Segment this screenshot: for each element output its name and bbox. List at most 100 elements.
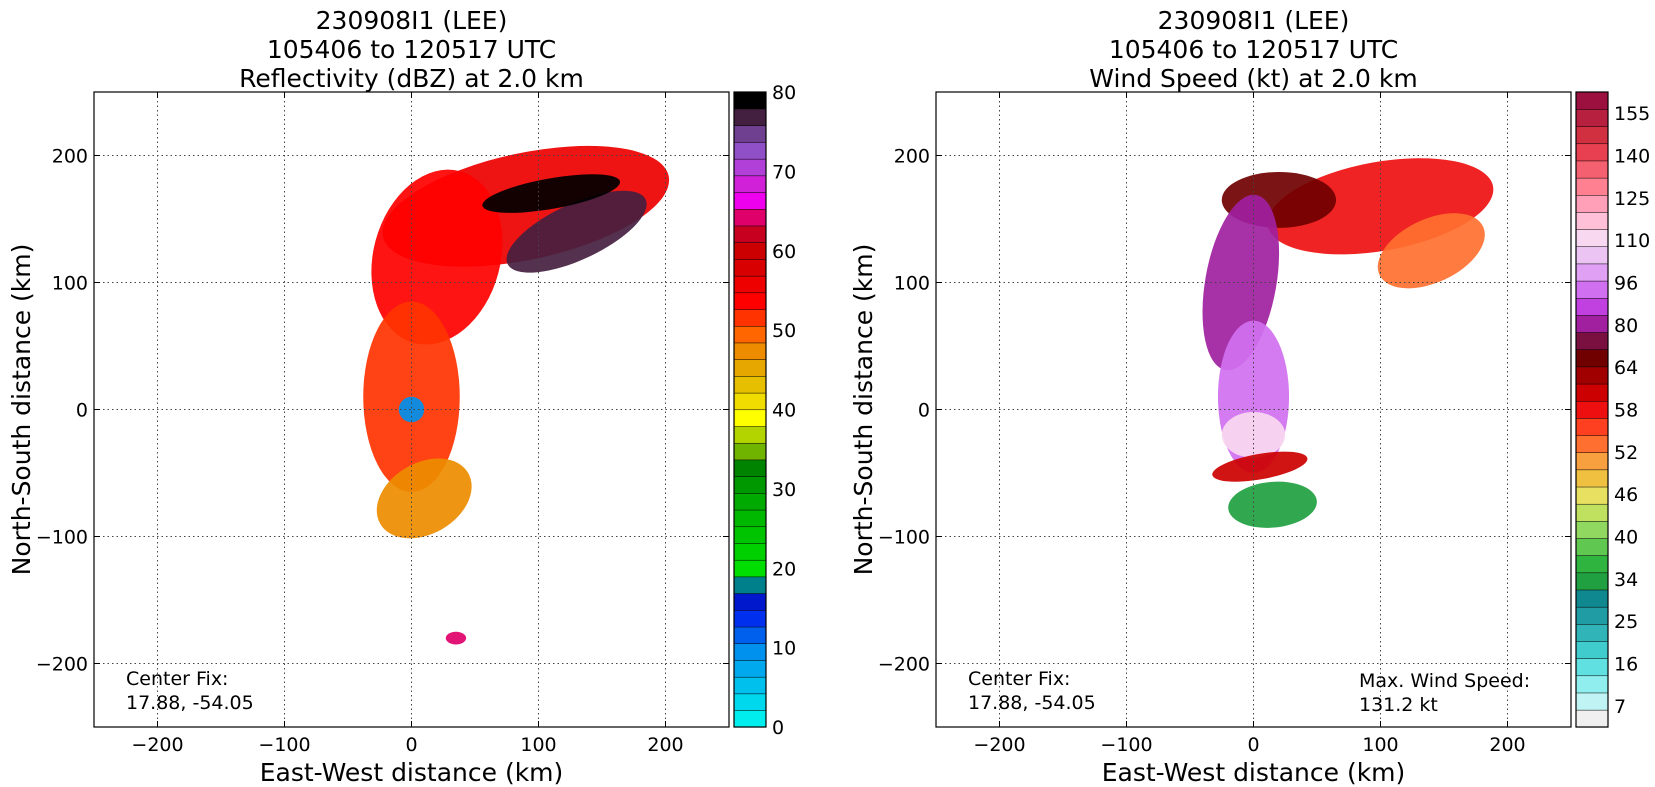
y-tick-label: −100: [36, 527, 88, 549]
y-tick-label: 100: [52, 273, 88, 295]
colorbar-tick-label: 80: [1614, 315, 1638, 337]
colorbar-segment: [733, 459, 767, 477]
x-tick-label: 200: [647, 734, 683, 756]
annotation-bottom-left-line-2: 17.88, -54.05: [968, 692, 1096, 714]
y-tick-label: 0: [918, 400, 930, 422]
field-blob: [1228, 481, 1317, 528]
colorbar-segment: [733, 308, 767, 327]
annotation-bottom-left-line-1: Center Fix:: [126, 668, 228, 690]
field-blob: [482, 174, 621, 213]
colorbar-segment: [733, 108, 767, 126]
panel-1: 230908I1 (LEE)105406 to 120517 UTCReflec…: [7, 6, 796, 787]
field-blob: [371, 169, 503, 345]
colorbar-tick-label: 52: [1614, 442, 1638, 464]
colorbar-segment: [733, 292, 767, 310]
y-tick-label: −200: [36, 654, 88, 676]
colorbar-tick-label: 34: [1614, 569, 1638, 591]
colorbar-tick-label: 50: [772, 320, 796, 342]
colorbar-segment: [1575, 503, 1609, 522]
colorbar-segment: [1575, 332, 1609, 350]
colorbar-segment: [1575, 692, 1609, 711]
colorbar-segment: [733, 242, 767, 260]
x-axis-label: East-West distance (km): [260, 758, 564, 787]
colorbar-segment: [733, 626, 767, 644]
field-layer: [363, 145, 670, 645]
field-layer: [1202, 158, 1494, 528]
y-tick-label: −100: [878, 527, 930, 549]
colorbar-segment: [1575, 160, 1609, 179]
y-tick-label: 0: [76, 400, 88, 422]
colorbar-segment: [1575, 297, 1609, 316]
colorbar-tick-label: 155: [1614, 103, 1650, 125]
colorbar-segment: [733, 542, 767, 561]
colorbar-segment: [733, 509, 767, 528]
colorbar-segment: [1575, 91, 1609, 110]
field-blob: [506, 190, 647, 273]
colorbar-tick-label: 25: [1614, 611, 1638, 633]
colorbar-segment: [733, 342, 767, 360]
colorbar-segment: [733, 593, 767, 611]
colorbar-segment: [1575, 417, 1609, 436]
colorbar-segment: [733, 91, 767, 110]
colorbar-segment: [733, 643, 767, 661]
colorbar-segment: [1575, 263, 1609, 282]
colorbar-segment: [733, 659, 767, 678]
colorbar-tick-label: 60: [772, 241, 796, 263]
colorbar-frame: [1575, 91, 1609, 728]
colorbar-tick-label: 140: [1614, 146, 1650, 168]
colorbar-segment: [1575, 211, 1609, 230]
colorbar-segment: [1575, 280, 1609, 299]
colorbar-tick-label: 20: [772, 558, 796, 580]
colorbar-segment: [1575, 177, 1609, 196]
colorbar-segment: [733, 693, 767, 711]
colorbar-segment: [733, 425, 767, 444]
x-tick-label: −200: [131, 734, 183, 756]
colorbar-segment: [733, 676, 767, 695]
x-tick-label: −200: [973, 734, 1025, 756]
colorbar-segment: [733, 476, 767, 494]
colorbar-segment: [1575, 606, 1609, 625]
field-blob: [376, 458, 472, 539]
x-tick-label: 200: [1489, 734, 1525, 756]
colorbar-segment: [1575, 658, 1609, 677]
colorbar-segment: [1575, 314, 1609, 333]
x-tick-label: 0: [1247, 734, 1259, 756]
x-axis-label: East-West distance (km): [1102, 758, 1406, 787]
colorbar-tick-label: 80: [772, 82, 796, 104]
x-tick-label: 100: [520, 734, 556, 756]
colorbar-segment: [733, 559, 767, 578]
x-tick-label: 100: [1362, 734, 1398, 756]
colorbar-tick-label: 70: [772, 161, 796, 183]
x-tick-label: 0: [405, 734, 417, 756]
colorbar-segment: [733, 125, 767, 143]
y-tick-label: −200: [878, 654, 930, 676]
colorbar-segment: [1575, 640, 1609, 659]
colorbar-segment: [1575, 366, 1609, 385]
colorbar-segment: [1575, 246, 1609, 265]
colorbar-segment: [1575, 400, 1609, 419]
colorbar-tick-label: 30: [772, 479, 796, 501]
colorbar-segment: [733, 158, 767, 177]
colorbar-tick-label: 40: [772, 400, 796, 422]
colorbar-segment: [1575, 555, 1609, 574]
colorbar-segment: [733, 710, 767, 728]
chart-title-line-3: Wind Speed (kt) at 2.0 km: [1089, 64, 1417, 93]
colorbar-segment: [1575, 589, 1609, 608]
colorbar-segment: [1575, 452, 1609, 471]
colorbar-segment: [1575, 229, 1609, 248]
colorbar-segment: [1575, 108, 1609, 127]
colorbar-segment: [1575, 126, 1609, 145]
colorbar-segment: [733, 392, 767, 411]
colorbar-segment: [733, 275, 767, 294]
x-tick-label: −100: [258, 734, 310, 756]
colorbar-segment: [733, 576, 767, 594]
chart-title-line-3: Reflectivity (dBZ) at 2.0 km: [239, 64, 584, 93]
colorbar-tick-label: 0: [772, 717, 784, 739]
chart-title-line-2: 105406 to 120517 UTC: [1109, 35, 1398, 64]
annotation-bottom-right-line-2: 131.2 kt: [1359, 694, 1438, 716]
chart-title-line-1: 230908I1 (LEE): [316, 6, 508, 35]
colorbar-tick-label: 64: [1614, 357, 1638, 379]
colorbar-tick-label: 58: [1614, 400, 1638, 422]
colorbar-segment: [733, 175, 767, 193]
